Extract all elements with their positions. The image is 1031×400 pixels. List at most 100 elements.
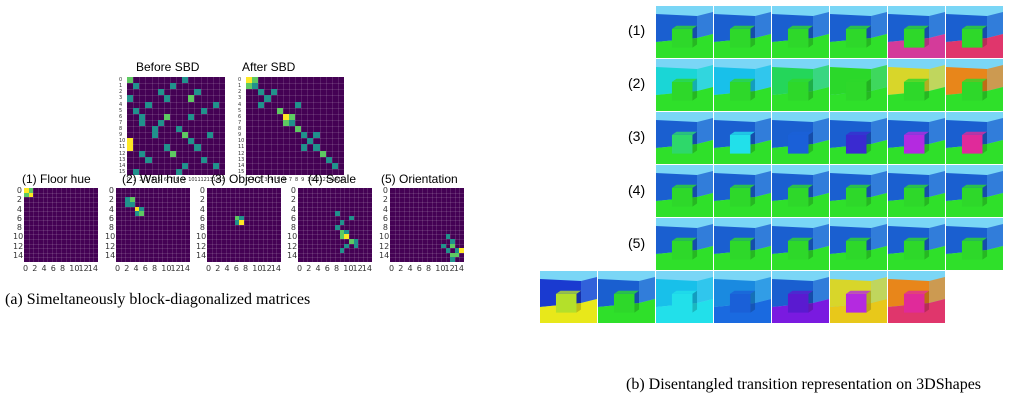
tick-label: 14 [105, 250, 116, 260]
heatmap-cell [127, 138, 134, 145]
grid-line [116, 206, 190, 207]
tick-label: 7 [119, 119, 123, 126]
grid-line [390, 238, 464, 240]
tick-label: 4 [119, 101, 123, 108]
scene-thumbnail [772, 59, 829, 111]
tick-label: 2 [290, 195, 296, 205]
scene-thumbnail [888, 6, 945, 58]
tick-label: 14 [331, 177, 339, 183]
tick-label: 1 [252, 177, 256, 183]
tick-label: 14 [270, 264, 281, 273]
scene-thumbnail [656, 59, 713, 111]
heatmap-cell [301, 132, 308, 139]
tick-label: 6 [108, 213, 114, 223]
grid-line [246, 156, 344, 158]
heatmap-cell [282, 113, 289, 120]
tick-label: 4 [133, 264, 139, 273]
tick-label: 0 [297, 264, 303, 273]
grid-line [127, 89, 225, 90]
grid-line [24, 257, 98, 258]
grid-line [230, 188, 231, 262]
tick-label: 8 [295, 177, 299, 183]
grid-line [207, 248, 281, 249]
grid-line [258, 77, 259, 175]
heatmap-cell [335, 225, 340, 230]
tick-label: 12 [105, 241, 116, 251]
grid-line [337, 77, 339, 175]
scene-thumbnail [830, 165, 887, 217]
grid-line [127, 119, 225, 121]
tick-label: 13 [206, 177, 213, 183]
tick-label: 5 [276, 177, 280, 183]
tick-label: 4 [290, 204, 296, 214]
tick-label: 0 [389, 264, 395, 273]
scene-thumbnail [772, 112, 829, 164]
tick-label: 6 [233, 264, 239, 273]
tick-label: 0 [199, 186, 205, 195]
matrix-orientation [390, 188, 464, 262]
grid-line [262, 188, 263, 262]
tick-label: 11 [194, 177, 201, 183]
heatmap-cell [450, 257, 455, 262]
grid-line [24, 243, 98, 244]
tick-label: 4 [315, 264, 321, 273]
heatmap-cell [212, 101, 219, 108]
tick-label: 6 [416, 264, 422, 273]
title-after-sbd: After SBD [242, 60, 296, 74]
grid-line [207, 243, 281, 244]
tick-label: 2 [139, 177, 143, 183]
heatmap-cell [331, 162, 338, 169]
heatmap-cell [270, 89, 277, 96]
grid-line [207, 215, 281, 217]
scene-thumbnail [656, 112, 713, 164]
grid-line [116, 220, 190, 221]
grid-line [344, 188, 345, 262]
grid-line [248, 188, 250, 262]
grid-line [253, 188, 254, 262]
heatmap-cell [450, 252, 455, 258]
grid-line [127, 101, 225, 102]
heatmap-cell [344, 234, 349, 239]
row-label-3: (3) [628, 128, 646, 144]
grid-line [319, 77, 320, 175]
heatmap-cell [454, 248, 460, 253]
title-scale: (4) Scale [308, 172, 357, 186]
tick-label: 2 [382, 195, 388, 205]
grid-line [390, 197, 464, 198]
grid-line [24, 215, 98, 217]
grid-line [185, 188, 186, 262]
title-object-hue: (3) Object hue [211, 172, 288, 186]
grid-line [127, 138, 225, 139]
tick-label: 9 [119, 132, 123, 139]
grid-line [311, 188, 313, 262]
grid-line [307, 77, 308, 175]
grid-line [157, 77, 159, 175]
scene-thumbnail [888, 218, 945, 270]
grid-line [225, 188, 226, 262]
heatmap-cell [133, 107, 140, 114]
heatmap-cell [188, 95, 195, 102]
tick-label: 10 [161, 264, 172, 273]
grid-line [24, 220, 98, 221]
tick-label: 5 [119, 107, 123, 114]
tick-label: 4 [199, 204, 205, 214]
heatmap-cell [194, 144, 201, 151]
scene-thumbnail [656, 271, 713, 323]
matrix-object-hue [207, 188, 281, 262]
heatmap-cell [28, 192, 34, 198]
heatmap-cell [125, 201, 130, 207]
grid-line [246, 144, 344, 145]
grid-line [246, 113, 344, 115]
grid-line [246, 132, 344, 133]
tick-label: 12 [352, 264, 363, 273]
grid-line [206, 77, 208, 175]
grid-line [28, 188, 30, 262]
tick-label: 6 [199, 213, 205, 223]
grid-line [24, 234, 98, 235]
tick-label: 8 [290, 223, 296, 232]
grid-line [24, 252, 98, 254]
scene-thumbnail [830, 112, 887, 164]
tick-label: 12 [379, 241, 390, 251]
heatmap-cell [344, 229, 349, 235]
heatmap-cell [339, 248, 345, 253]
